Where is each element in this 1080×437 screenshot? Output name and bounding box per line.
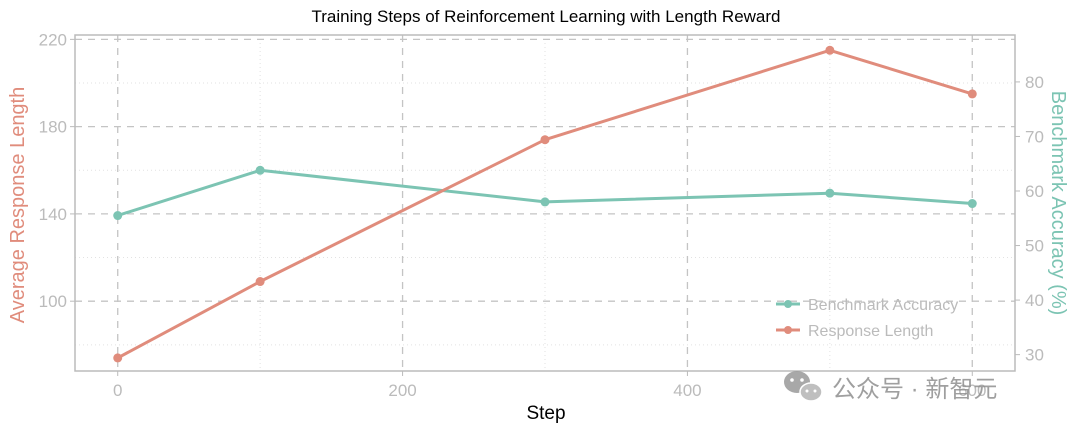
y-right-tick-label: 70 bbox=[1025, 127, 1044, 146]
y-right-tick-label: 60 bbox=[1025, 182, 1044, 201]
legend-marker-length bbox=[784, 326, 792, 334]
y-left-tick-label: 220 bbox=[39, 30, 67, 49]
y-right-tick-label: 30 bbox=[1025, 346, 1044, 365]
series-layer bbox=[113, 45, 977, 363]
data-point-benchmark-accuracy bbox=[540, 197, 550, 207]
grid-layer bbox=[75, 35, 1015, 371]
wechat-icon bbox=[784, 371, 823, 402]
data-point-benchmark-accuracy bbox=[113, 211, 123, 221]
data-point-response-length bbox=[825, 45, 835, 55]
x-tick-label: 0 bbox=[113, 381, 122, 400]
data-point-response-length bbox=[113, 353, 123, 363]
legend-label-accuracy: Benchmark Accuracy bbox=[808, 297, 958, 314]
x-tick-label: 600 bbox=[958, 381, 986, 400]
x-tick-label: 200 bbox=[388, 381, 416, 400]
plot-frame bbox=[74, 34, 1016, 372]
legend-label-length: Response Length bbox=[808, 323, 933, 340]
y-left-tick-label: 180 bbox=[39, 118, 67, 137]
y-axis-label-right: Benchmark Accuracy (%) bbox=[1047, 91, 1069, 316]
x-tick-label: 400 bbox=[673, 381, 701, 400]
legend-marker-accuracy bbox=[784, 300, 792, 308]
y-right-tick-label: 80 bbox=[1025, 73, 1044, 92]
watermark: 公众号 · 新智元 bbox=[784, 371, 997, 403]
y-left-tick-label: 100 bbox=[39, 292, 67, 311]
series-line-benchmark-accuracy bbox=[116, 168, 974, 217]
data-point-benchmark-accuracy bbox=[825, 188, 835, 198]
y-left-tick-label: 140 bbox=[39, 205, 67, 224]
data-point-benchmark-accuracy bbox=[255, 165, 265, 175]
y-right-tick-label: 40 bbox=[1025, 291, 1044, 310]
x-axis-label: Step bbox=[526, 403, 565, 424]
chart-title: Training Steps of Reinforcement Learning… bbox=[311, 7, 780, 26]
data-point-benchmark-accuracy bbox=[967, 199, 977, 209]
data-point-response-length bbox=[255, 277, 265, 287]
y-right-tick-label: 50 bbox=[1025, 237, 1044, 256]
legend: Benchmark Accuracy Response Length bbox=[776, 297, 958, 340]
y-axis-label-left: Average Response Length bbox=[7, 87, 29, 323]
data-point-response-length bbox=[967, 89, 977, 99]
data-point-response-length bbox=[540, 135, 550, 145]
watermark-text: 公众号 · 新智元 bbox=[832, 376, 997, 403]
axis-layer: 0 200 400 600 100 140 180 220 30 40 50 60 70 80 bbox=[39, 30, 1044, 400]
